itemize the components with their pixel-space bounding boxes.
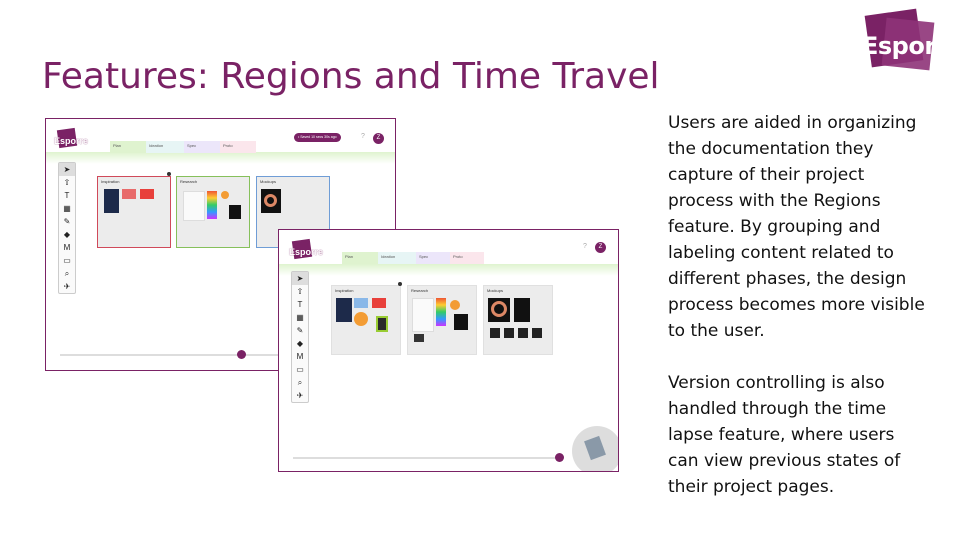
user-avatar[interactable]: Z: [373, 133, 384, 144]
image-thumbnail: [454, 314, 468, 330]
pen-icon[interactable]: ✎: [63, 217, 71, 226]
layout-icon[interactable]: ▦: [296, 313, 304, 322]
watch-thumbnail: [504, 328, 514, 338]
pen-icon[interactable]: ✎: [296, 326, 304, 335]
tab-spec[interactable]: Spec: [184, 141, 220, 153]
text-icon[interactable]: T: [297, 300, 303, 309]
comment-icon[interactable]: ▭: [63, 256, 71, 265]
tab-bar-strip: [279, 264, 618, 276]
body-text: Users are aided in organizing the docume…: [668, 110, 930, 526]
paragraph-time-travel: Version controlling is also handled thro…: [668, 373, 901, 497]
image-thumbnail: [450, 300, 460, 310]
region-label: Inspiration: [101, 179, 120, 184]
image-thumbnail: [354, 298, 368, 308]
send-icon[interactable]: ✈: [63, 282, 71, 291]
watch-face-thumbnail: [491, 301, 507, 317]
image-thumbnail: [376, 316, 388, 332]
watch-face-thumbnail: [264, 194, 277, 207]
watch-thumbnail: [532, 328, 542, 338]
region-label: Mockups: [260, 179, 277, 184]
region-research[interactable]: Research: [176, 176, 250, 248]
tab-proto[interactable]: Proto: [450, 252, 484, 264]
app-logo: Esporre: [289, 238, 329, 262]
comment-icon[interactable]: ▭: [296, 365, 304, 374]
layout-icon[interactable]: ▦: [63, 204, 71, 213]
region-label: Inspiration: [335, 288, 354, 293]
save-status-pill: • Saved 10 secs 30s ago: [294, 133, 341, 142]
pointer-icon[interactable]: ➤: [292, 272, 308, 285]
app-logo: Esporre: [54, 127, 94, 151]
watch-thumbnail: [490, 328, 500, 338]
app-logo-text: Esporre: [54, 136, 89, 146]
markdown-icon[interactable]: M: [296, 352, 304, 361]
time-lapse-track[interactable]: [60, 354, 300, 356]
send-icon[interactable]: ✈: [296, 391, 304, 400]
tool-palette: ➤ ⇧ T ▦ ✎ ◆ M ▭ ⌕ ✈: [58, 162, 76, 294]
document-thumbnail: [183, 191, 205, 221]
paragraph-regions: Users are aided in organizing the docume…: [668, 113, 925, 341]
image-thumbnail: [414, 334, 424, 342]
region-handle[interactable]: [167, 172, 171, 176]
time-lapse-track[interactable]: [293, 457, 559, 459]
slide-title: Features: Regions and Time Travel: [42, 56, 660, 97]
app-screenshot-front: Esporre Plan Ideation Spec Proto ? Z ➤ ⇧…: [278, 229, 619, 472]
color-chart-thumbnail: [207, 191, 217, 219]
tab-plan[interactable]: Plan: [342, 252, 378, 264]
image-thumbnail: [229, 205, 241, 219]
image-thumbnail: [354, 312, 368, 326]
time-lapse-knob[interactable]: [555, 453, 564, 462]
upload-icon[interactable]: ⇧: [296, 287, 304, 296]
tab-ideation[interactable]: Ideation: [378, 252, 416, 264]
image-thumbnail: [336, 298, 352, 322]
region-mockups[interactable]: Mockups: [483, 285, 553, 355]
region-research[interactable]: Research: [407, 285, 477, 355]
shapes-icon[interactable]: ◆: [296, 339, 304, 348]
image-thumbnail: [104, 189, 119, 213]
brand-logo: Esporre: [860, 8, 960, 71]
user-avatar[interactable]: Z: [595, 242, 606, 253]
app-logo-text: Esporre: [289, 247, 324, 257]
image-thumbnail: [372, 298, 386, 308]
tab-proto[interactable]: Proto: [220, 141, 256, 153]
image-thumbnail: [221, 191, 229, 199]
region-label: Research: [180, 179, 198, 184]
region-label: Research: [411, 288, 429, 293]
document-thumbnail: [412, 298, 434, 332]
image-thumbnail: [514, 298, 530, 322]
tab-spec[interactable]: Spec: [416, 252, 450, 264]
watch-thumbnail: [518, 328, 528, 338]
tab-ideation[interactable]: Ideation: [146, 141, 184, 153]
time-lapse-knob[interactable]: [237, 350, 246, 359]
tool-palette: ➤ ⇧ T ▦ ✎ ◆ M ▭ ⌕ ✈: [291, 271, 309, 403]
region-handle[interactable]: [398, 282, 402, 286]
text-icon[interactable]: T: [64, 191, 70, 200]
region-inspiration[interactable]: Inspiration: [97, 176, 171, 248]
pointer-icon[interactable]: ➤: [59, 163, 75, 176]
help-icon[interactable]: ?: [361, 133, 365, 140]
brand-logo-text: Esporre: [862, 32, 960, 60]
upload-icon[interactable]: ⇧: [63, 178, 71, 187]
image-thumbnail: [122, 189, 136, 199]
markdown-icon[interactable]: M: [63, 243, 71, 252]
help-icon[interactable]: ?: [583, 243, 587, 250]
region-inspiration[interactable]: Inspiration: [331, 285, 401, 355]
color-chart-thumbnail: [436, 298, 446, 326]
image-thumbnail: [140, 189, 154, 199]
tab-bar-strip: [46, 152, 395, 164]
region-label: Mockups: [487, 288, 504, 293]
shapes-icon[interactable]: ◆: [63, 230, 71, 239]
zoom-icon[interactable]: ⌕: [64, 269, 70, 278]
tab-plan[interactable]: Plan: [110, 141, 146, 153]
zoom-icon[interactable]: ⌕: [297, 378, 303, 387]
